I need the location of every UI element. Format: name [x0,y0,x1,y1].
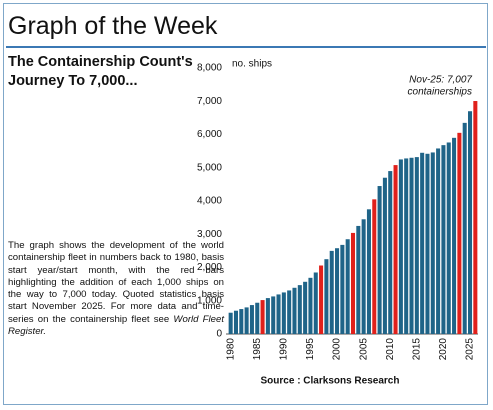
y-tick-label: 3,000 [197,229,222,240]
bar [335,248,340,334]
bar [265,298,270,334]
x-tick-label: 1980 [225,338,236,361]
bar [297,285,302,334]
bar [324,259,329,334]
description-text: The graph shows the development of the w… [8,240,224,325]
bar [239,309,244,334]
bar [382,177,387,334]
bar [308,277,313,334]
source: Source : Clarksons Research [261,376,400,387]
bar [271,296,276,334]
bar [452,137,457,334]
bar [388,171,393,334]
frame [3,3,488,405]
bar [462,122,467,334]
bar [446,142,451,334]
y-axis-label: no. ships [232,59,272,70]
annotation: containerships [408,87,472,98]
bar [414,157,419,334]
x-tick-label: 1995 [305,338,316,361]
bar [468,111,473,334]
x-tick-label: 1985 [252,338,263,361]
y-tick-label: 0 [216,329,222,340]
bar [233,310,238,334]
bar [319,265,324,334]
y-tick-label: 1,000 [197,295,222,306]
bar [372,199,377,334]
bar [473,101,478,335]
bar [441,145,446,334]
bar [420,152,425,334]
x-tick-label: 1990 [278,338,289,361]
bar [329,250,334,334]
bar [260,300,265,334]
bar [377,186,382,334]
bar [393,165,398,334]
bar [345,239,350,334]
description: The graph shows the development of the w… [8,240,224,338]
y-tick-label: 8,000 [197,63,222,74]
x-tick-label: 2020 [438,338,449,361]
y-tick-label: 7,000 [197,96,222,107]
bar [292,287,297,334]
bar [457,132,462,334]
y-tick-label: 6,000 [197,129,222,140]
bar [425,153,430,334]
x-tick-label: 2015 [411,338,422,361]
description-emphasis: World Fleet Register. [8,313,224,338]
bar [404,158,409,334]
x-tick-label: 2025 [465,338,476,361]
bar [361,219,366,334]
x-tick-label: 2010 [385,338,396,361]
bar [287,290,292,334]
y-tick-label: 5,000 [197,162,222,173]
page-title: Graph of the Week [8,12,218,40]
bar [244,307,249,334]
bar [255,302,260,334]
bar [430,152,435,334]
bar [249,305,254,334]
bar [409,157,414,334]
bar [281,292,286,334]
title-rule [6,46,486,48]
annotation: Nov-25: 7,007 [409,75,472,86]
bar [228,312,233,334]
x-tick-label: 2000 [332,338,343,361]
bar [313,272,318,334]
bar [436,148,441,334]
x-tick-label: 2005 [358,338,369,361]
bar [276,294,281,334]
bar [356,225,361,334]
bar [366,209,371,334]
bar [398,159,403,334]
heading: The Containership Count's Journey To 7,0… [8,54,193,89]
y-tick-label: 2,000 [197,262,222,273]
bar [350,232,356,334]
bar [340,244,345,334]
bar [303,281,308,334]
y-tick-label: 4,000 [197,196,222,207]
